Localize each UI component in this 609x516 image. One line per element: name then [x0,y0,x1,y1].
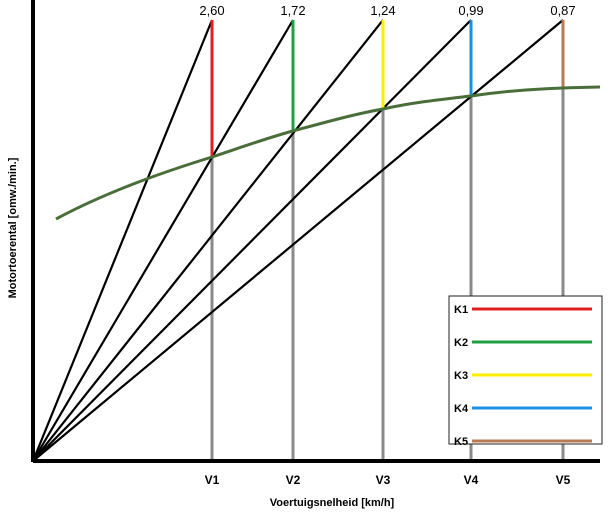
tick-label-v2: V2 [286,473,301,487]
legend-label-k3: K3 [454,370,468,382]
ratio-label-k3: 1,24 [370,3,395,18]
gear-ratio-labels: 2,60 1,72 1,24 0,99 0,87 [199,3,575,18]
legend-label-k1: K1 [454,304,468,316]
ratio-label-k5: 0,87 [550,3,575,18]
tick-label-v5: V5 [556,473,571,487]
ratio-label-k1: 2,60 [199,3,224,18]
ratio-label-k4: 0,99 [458,3,483,18]
gear-segments [210,20,565,157]
engine-rpm-curve [55,85,601,221]
ray-k2 [32,19,294,462]
legend-label-k2: K2 [454,337,468,349]
tick-label-v1: V1 [205,473,220,487]
legend-label-k5: K5 [454,436,468,448]
ratio-label-k2: 1,72 [280,3,305,18]
ray-k3 [32,19,384,462]
x-axis-title: Voertuigsnelheid [km/h] [270,497,395,509]
legend-box [448,295,603,445]
y-axis-title: Motortoerental [omw./min.] [7,157,19,298]
ray-k1 [31,19,214,462]
gear-rays [31,19,564,462]
legend-label-k4: K4 [454,403,469,415]
ray-k4 [32,19,472,462]
speed-tick-labels: V1 V2 V3 V4 V5 [205,473,571,487]
tick-label-v3: V3 [376,473,391,487]
legend: K1 K2 K3 K4 K5 [448,295,603,448]
tick-label-v4: V4 [464,473,479,487]
ray-k5 [32,19,564,462]
